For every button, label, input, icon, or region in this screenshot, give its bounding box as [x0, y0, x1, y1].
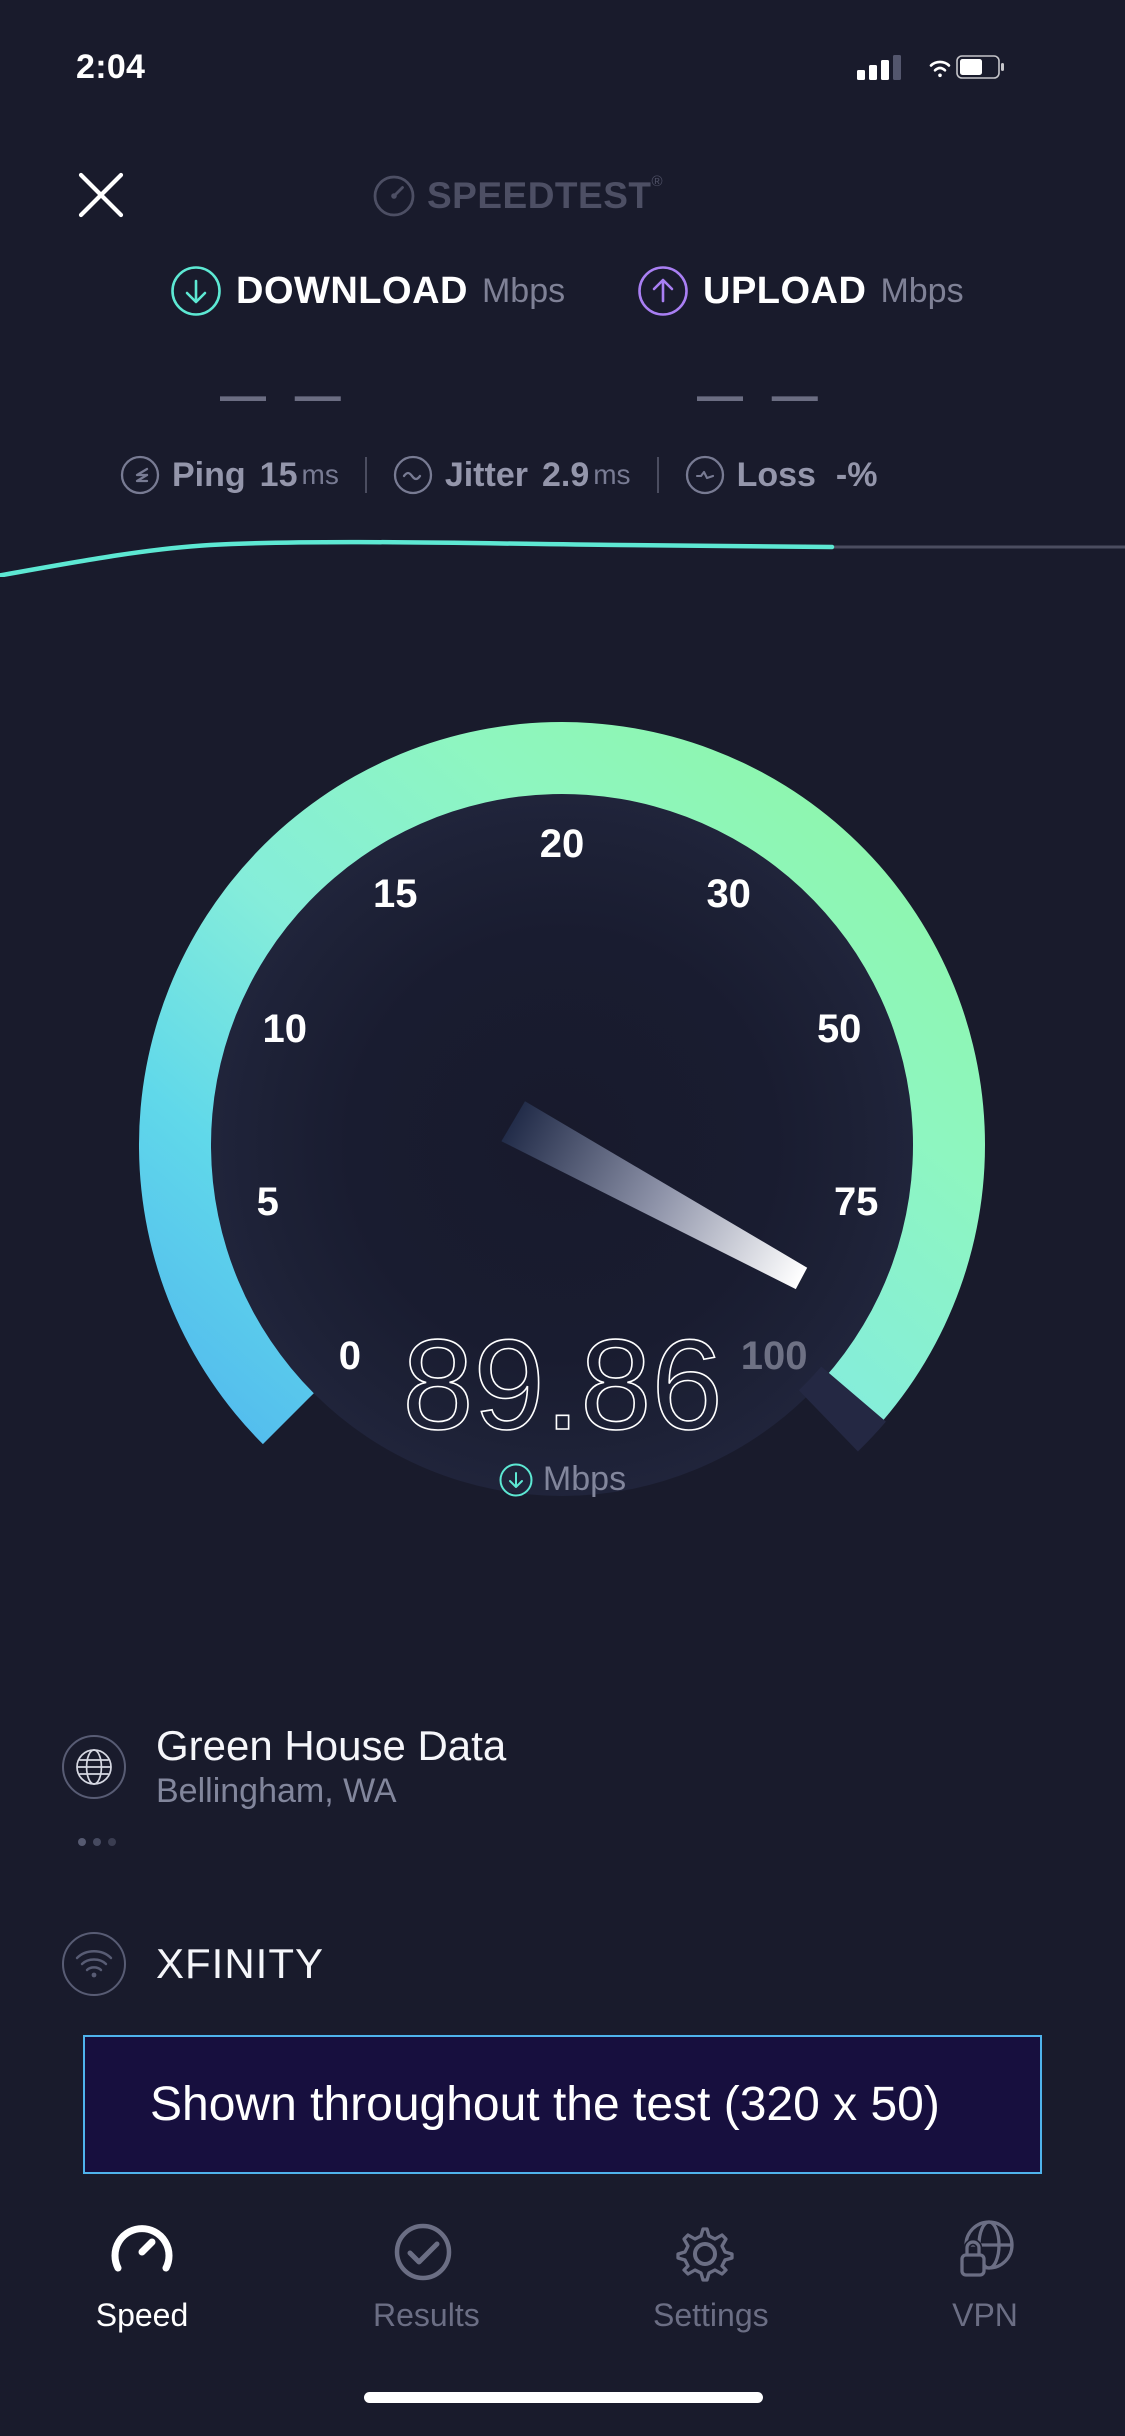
svg-text:30: 30 — [706, 872, 751, 916]
svg-text:5: 5 — [257, 1180, 279, 1224]
svg-text:20: 20 — [540, 822, 585, 866]
svg-text:15: 15 — [373, 872, 418, 916]
svg-text:75: 75 — [834, 1180, 879, 1224]
svg-text:50: 50 — [817, 1007, 862, 1051]
svg-text:10: 10 — [263, 1007, 308, 1051]
